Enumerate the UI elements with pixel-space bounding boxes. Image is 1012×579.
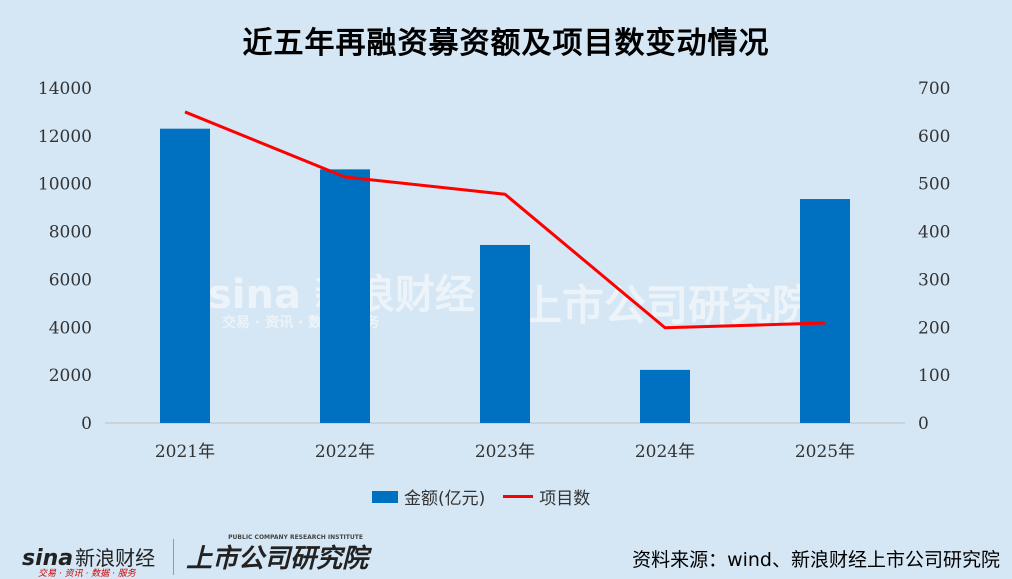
y-right-tick-label: 200 — [918, 318, 950, 338]
line-series-project-count — [184, 110, 826, 330]
y-right-tick-label: 400 — [918, 223, 950, 243]
y-right-tick-label: 600 — [918, 127, 950, 147]
legend: 金额(亿元) 项目数 — [372, 484, 590, 509]
y-right-tick-label: 0 — [918, 414, 929, 434]
legend-label-amount: 金额(亿元) — [404, 489, 486, 509]
y-left-tick-label: 6000 — [49, 270, 92, 290]
y-right-tick-label: 500 — [918, 175, 950, 195]
bar — [160, 128, 210, 423]
legend-label-count: 项目数 — [539, 489, 591, 509]
y-left-tick-label: 0 — [81, 414, 92, 434]
bar — [800, 199, 850, 423]
bar — [480, 244, 530, 423]
source-note: 资料来源：wind、新浪财经上市公司研究院 — [632, 549, 1000, 571]
x-tick-label: 2021年 — [155, 442, 215, 462]
y-left-tick-label: 4000 — [49, 318, 92, 338]
x-tick-label: 2023年 — [475, 442, 535, 462]
y-left-tick-label: 12000 — [38, 127, 92, 147]
y-right-tick-label: 700 — [918, 79, 950, 99]
bar — [640, 369, 690, 423]
legend-line-swatch — [503, 495, 534, 498]
y-right-tick-label: 100 — [918, 366, 950, 386]
footer-logo: sina 新浪财经 交易 · 资讯 · 数据 · 服务 上市公司研究院 PUBLIC… — [22, 534, 369, 579]
x-tick-label: 2024年 — [635, 442, 695, 462]
y-right-tick-label: 300 — [918, 270, 950, 290]
logo-divider — [173, 538, 175, 575]
x-tick-label: 2022年 — [315, 442, 375, 462]
x-tick-label: 2025年 — [795, 442, 855, 462]
y-left-tick-label: 10000 — [38, 175, 92, 195]
sina-logo-sub: 交易 · 资讯 · 数据 · 服务 — [38, 569, 136, 579]
bar — [320, 169, 370, 423]
chart-title: 近五年再融资募资额及项目数变动情况 — [242, 26, 770, 61]
y-left-tick-label: 14000 — [38, 79, 92, 99]
watermark-institute: 上市公司研究院 — [520, 281, 815, 330]
institute-logo: 上市公司研究院 PUBLIC COMPANY RESEARCH INSTITUTE — [186, 534, 369, 574]
y-left-tick-label: 8000 — [49, 223, 92, 243]
sina-logo: sina — [22, 546, 74, 571]
legend-bar-swatch — [372, 490, 398, 503]
sina-logo-cn: 新浪财经 — [75, 546, 156, 570]
y-left-tick-label: 2000 — [49, 366, 92, 386]
